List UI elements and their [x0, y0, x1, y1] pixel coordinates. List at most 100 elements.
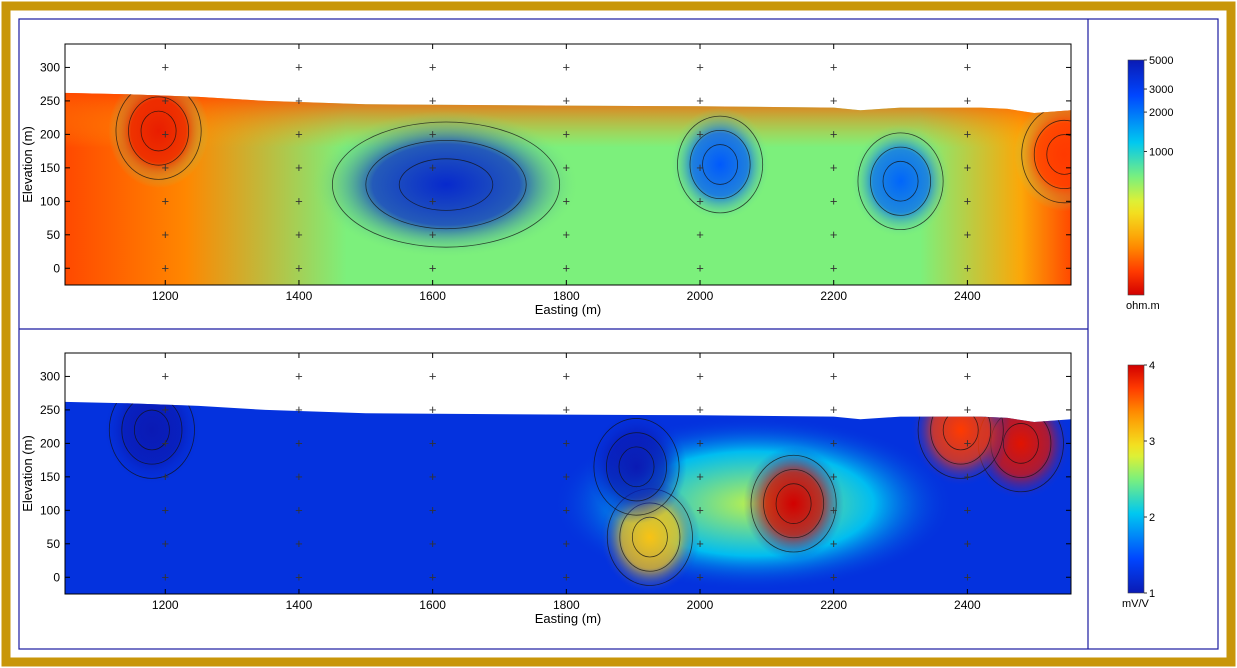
x-tick-label: 1400 [286, 598, 313, 612]
grid-marker: + [563, 536, 571, 551]
x-tick-label: 2200 [820, 598, 847, 612]
grid-marker: + [964, 469, 972, 484]
contour-line [677, 115, 764, 214]
anomaly-low-resistivity [108, 92, 209, 188]
x-tick-label: 1200 [152, 598, 179, 612]
x-tick-label: 1600 [419, 289, 446, 303]
grid-marker: + [830, 368, 838, 383]
contour-line [331, 121, 561, 248]
y-tick-label: 0 [53, 570, 60, 584]
resistivity-colorbar: 5000 3000 2000 1000 ohm.m [1126, 55, 1173, 312]
y-tick-label: 100 [40, 194, 60, 208]
grid-marker: + [563, 227, 571, 242]
grid-marker: + [830, 160, 838, 175]
grid-marker: + [295, 368, 303, 383]
colorbar-tick-label: 1 [1149, 588, 1155, 600]
contour-line [689, 129, 751, 200]
grid-marker: + [563, 368, 571, 383]
anomaly-low-chargeability [101, 401, 203, 487]
grid-marker: + [696, 126, 704, 141]
contour-line [606, 432, 667, 502]
contour-line [1033, 119, 1071, 189]
grid-marker: + [964, 402, 972, 417]
plot-area [64, 43, 1072, 286]
grid-marker: + [295, 160, 303, 175]
section-image [65, 92, 1071, 285]
y-tick-label: 250 [40, 403, 60, 417]
grid-marker: + [696, 569, 704, 584]
grid-marker: + [161, 227, 169, 242]
contour-line [593, 418, 680, 516]
colorbar-tick-label: 3000 [1149, 84, 1173, 96]
x-tick-label: 2200 [820, 289, 847, 303]
grid-marker: + [161, 193, 169, 208]
chargeability-colorbar: 4 3 2 1mV/V [1122, 360, 1155, 610]
contour-line [775, 483, 812, 524]
grid-marker: + [295, 402, 303, 417]
grid-marker: + [964, 227, 972, 242]
grid-marker: + [161, 260, 169, 275]
grid-marker: + [161, 435, 169, 450]
y-tick-label: 0 [53, 261, 60, 275]
contour-line [365, 139, 527, 230]
grid-marker: + [964, 536, 972, 551]
grid-marker: + [429, 227, 437, 242]
grid-marker: + [429, 59, 437, 74]
contour-line [870, 146, 932, 216]
grid-marker: + [161, 93, 169, 108]
anomaly-high-resistivity [850, 124, 951, 239]
section-image [65, 401, 1071, 594]
x-axis-label: Easting (m) [535, 302, 601, 317]
grid-marker: + [295, 227, 303, 242]
grid-marker: + [295, 469, 303, 484]
grid-marker: + [696, 260, 704, 275]
contour-line [140, 110, 177, 152]
grid-marker: + [161, 126, 169, 141]
anomaly-low-resistivity [1014, 97, 1071, 212]
contour-line [618, 446, 655, 488]
grid-marker: + [295, 502, 303, 517]
contour-line [917, 401, 1004, 479]
grid-marker: + [295, 536, 303, 551]
grid-marker: + [563, 569, 571, 584]
contour-line [398, 158, 494, 211]
x-tick-label: 1600 [419, 598, 446, 612]
contour-line [121, 401, 183, 465]
grid-marker: + [830, 569, 838, 584]
colorbar-unit: ohm.m [1126, 300, 1160, 312]
grid-marker: + [563, 59, 571, 74]
contour-line [750, 454, 837, 553]
grid-marker: + [161, 402, 169, 417]
grid-marker: + [429, 435, 437, 450]
anomaly-high-chargeability [743, 446, 844, 561]
grid-marker: + [830, 536, 838, 551]
grid-marker: + [161, 368, 169, 383]
grid-marker: + [830, 59, 838, 74]
grid-marker: + [429, 126, 437, 141]
grid-marker: + [964, 59, 972, 74]
grid-marker: + [429, 569, 437, 584]
grid-marker: + [429, 193, 437, 208]
grid-marker: + [964, 569, 972, 584]
grid-marker: + [964, 260, 972, 275]
grid-marker: + [563, 260, 571, 275]
grid-marker: + [563, 469, 571, 484]
chargeability-section-panel: + + + + + + + + + + + + + + + + + + + + + + + + + + + + + + + + + + + + + + + +… [20, 352, 1072, 626]
y-tick-label: 200 [40, 436, 60, 450]
contour-line [1046, 134, 1071, 175]
colorbar-unit: mV/V [1122, 598, 1150, 610]
contour-line [115, 92, 202, 180]
x-tick-label: 2400 [954, 598, 981, 612]
contour-line [108, 401, 195, 479]
grid-marker: + [964, 502, 972, 517]
grid-marker: + [964, 368, 972, 383]
anomaly-high-resistivity [669, 107, 771, 222]
colorbar-tick-label: 4 [1149, 360, 1155, 372]
grid-marker: + [429, 469, 437, 484]
x-tick-label: 2000 [687, 598, 714, 612]
grid-marker: + [696, 502, 704, 517]
grid-marker: + [563, 402, 571, 417]
y-tick-label: 150 [40, 470, 60, 484]
